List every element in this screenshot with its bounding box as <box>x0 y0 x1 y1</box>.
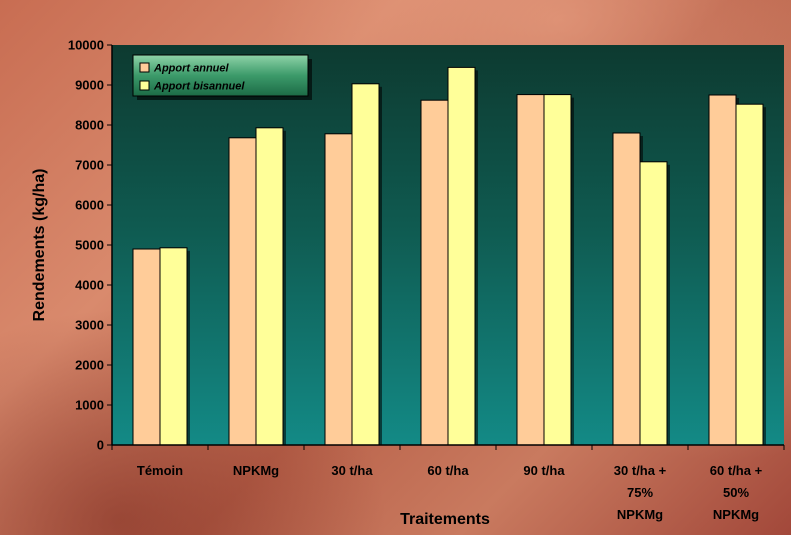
legend-label: Apport annuel <box>153 63 229 75</box>
x-tick-label: 60 t/ha <box>427 463 469 478</box>
bars-group <box>132 66 766 446</box>
bar-apport-bisannuel <box>735 103 764 446</box>
x-tick-label: 75% <box>627 485 653 500</box>
legend-swatch <box>139 80 150 91</box>
x-tick-label: 30 t/ha <box>331 463 373 478</box>
bar-apport-annuel <box>516 94 545 446</box>
axes-group: 0 1000 2000 3000 4000 5000 6000 7000 8000 9000 100… <box>31 38 785 528</box>
y-tick-label: 7000 <box>75 158 104 173</box>
x-axis-title: Traitements <box>400 511 490 528</box>
bar-apport-bisannuel <box>639 161 668 446</box>
bar-apport-annuel <box>228 137 257 446</box>
legend-swatch <box>139 62 150 73</box>
y-tick-label: 6000 <box>75 198 104 213</box>
x-tick-label: 30 t/ha + <box>614 463 667 478</box>
legend-box <box>132 54 309 97</box>
x-tick-label: NPKMg <box>233 463 279 478</box>
y-axis-title: Rendements (kg/ha) <box>31 169 48 322</box>
y-tick-label: 1000 <box>75 398 104 413</box>
x-tick-label: Témoin <box>137 463 183 478</box>
bar-apport-annuel <box>324 133 353 446</box>
y-tick-label: 3000 <box>75 318 104 333</box>
bar-apport-bisannuel <box>447 66 476 446</box>
x-tick-label: 60 t/ha + <box>710 463 763 478</box>
bar-apport-annuel <box>612 132 641 446</box>
legend-label: Apport bisannuel <box>153 81 245 93</box>
x-tick-label: NPKMg <box>713 507 759 522</box>
y-tick-label: 10000 <box>68 38 104 53</box>
bar-apport-annuel <box>420 99 449 446</box>
y-tick-label: 9000 <box>75 78 104 93</box>
y-tick-label: 4000 <box>75 278 104 293</box>
bar-apport-annuel <box>132 248 161 446</box>
y-tick-label: 0 <box>97 438 104 453</box>
x-tick-label: 90 t/ha <box>523 463 565 478</box>
y-tick-label: 8000 <box>75 118 104 133</box>
legend: Apport annuel Apport bisannuel <box>132 54 312 100</box>
x-tick-label: NPKMg <box>617 507 663 522</box>
x-tick-label: 50% <box>723 485 749 500</box>
y-tick-label: 5000 <box>75 238 104 253</box>
bar-apport-bisannuel <box>351 83 380 446</box>
bar-apport-bisannuel <box>255 127 284 446</box>
y-tick-label: 2000 <box>75 358 104 373</box>
bar-apport-bisannuel <box>159 247 188 446</box>
bar-apport-bisannuel <box>543 94 572 446</box>
bar-apport-annuel <box>708 94 737 446</box>
